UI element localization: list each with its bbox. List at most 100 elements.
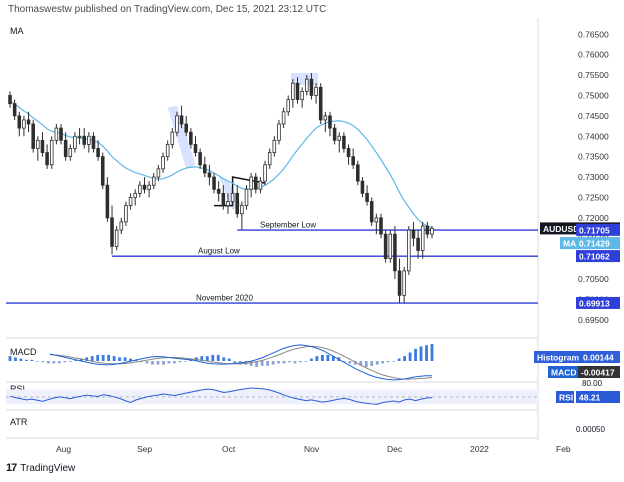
price-tick-label: 0.75000	[578, 90, 609, 100]
candle-body	[100, 156, 105, 186]
macd-line	[49, 344, 432, 381]
macd-histogram-bar	[222, 357, 226, 361]
rsi-label-tag: RSI	[559, 393, 573, 403]
candle-body	[351, 156, 355, 166]
main-pane-title: MA	[10, 26, 24, 36]
candle-body	[73, 135, 77, 149]
macd-histogram-bar	[260, 361, 264, 366]
macd-histogram-bar	[173, 361, 176, 364]
candle-body	[267, 152, 272, 166]
candle-body	[226, 201, 230, 206]
candle-body	[142, 184, 147, 190]
candle-body	[189, 131, 193, 145]
candle-body	[272, 139, 277, 153]
candle-body	[82, 135, 86, 145]
macd-histogram-bar	[397, 358, 401, 361]
ma-price-tag: 0.71429	[579, 239, 610, 249]
candle-body	[258, 180, 263, 190]
candle-body	[8, 95, 12, 105]
histogram-label-tag-bg	[534, 351, 580, 363]
atr-axis-tick: 0.00050	[576, 425, 605, 434]
symbol-tag-bg	[540, 222, 576, 235]
macd-histogram-bar	[277, 361, 280, 364]
candle-body	[151, 176, 156, 186]
candle-body	[161, 156, 165, 170]
macd-histogram-bar	[326, 354, 330, 361]
rsi-value-tag-bg	[576, 391, 620, 403]
candle-body	[22, 119, 26, 129]
level-label-1: August Low	[198, 247, 240, 256]
macd-histogram-bar	[315, 356, 319, 361]
time-axis-label: Oct	[222, 444, 236, 454]
macd-histogram-bar	[370, 361, 374, 366]
candle-body	[277, 123, 281, 141]
candle-body	[165, 144, 170, 158]
macd-histogram-bar	[178, 361, 182, 363]
macd-histogram-bar	[211, 354, 215, 361]
macd-histogram-bar	[430, 344, 434, 361]
candle-body	[87, 135, 91, 145]
candle-body	[420, 225, 425, 251]
macd-histogram-bar	[118, 357, 122, 361]
candle-body	[212, 176, 216, 190]
candle-body	[138, 184, 142, 194]
price-tick-label: 0.72500	[578, 192, 609, 202]
price-tick-label: 0.70500	[578, 274, 609, 284]
macd-histogram-bar	[364, 361, 368, 368]
macd-histogram-bar	[151, 361, 154, 365]
rsi-label-tag-bg	[556, 391, 574, 403]
macd-histogram-bar	[304, 361, 308, 362]
publish-header: Thomaswestw published on TradingView.com…	[8, 4, 327, 15]
candle-body	[133, 192, 137, 198]
time-axis-label: Feb	[556, 444, 571, 454]
time-axis-label: Aug	[56, 444, 71, 454]
macd-histogram-bar	[331, 356, 335, 361]
candle-body	[430, 228, 434, 235]
candle-body	[281, 111, 286, 125]
candle-body	[416, 237, 420, 251]
macd-histogram-bar	[68, 361, 72, 362]
price-tick-label: 0.76000	[578, 50, 609, 60]
macd-histogram-bar	[266, 361, 269, 366]
candle-body	[119, 221, 124, 231]
candle-body	[397, 270, 402, 296]
macd-pane-title: MACD	[10, 347, 37, 357]
macd-histogram-bar	[227, 358, 231, 361]
candle-body	[91, 135, 96, 149]
candle-body	[216, 188, 221, 194]
candle-body	[337, 135, 342, 141]
candle-body	[175, 115, 179, 133]
candle-body	[318, 86, 323, 121]
candle-body	[411, 229, 416, 239]
candle-body	[31, 123, 35, 149]
candle-body	[221, 192, 226, 206]
macd-histogram-bar	[293, 361, 297, 364]
candle-body	[332, 127, 337, 141]
candle-body	[54, 127, 59, 141]
macd-histogram-bar	[392, 361, 396, 362]
time-axis-label: Nov	[304, 444, 320, 454]
macd-histogram-bar	[342, 361, 346, 363]
candle-body	[383, 233, 388, 260]
macd-histogram-bar	[74, 359, 78, 361]
macd-histogram-bar	[299, 361, 302, 363]
macd-histogram-bar	[320, 354, 324, 361]
footer-brand[interactable]: 17 TradingView	[6, 462, 75, 474]
macd-histogram-bar	[200, 356, 204, 361]
macd-histogram-bar	[167, 361, 171, 364]
candle-body	[379, 217, 383, 235]
candle-body	[179, 115, 184, 125]
channel-highlight	[167, 105, 196, 169]
macd-histogram-bar	[19, 358, 23, 361]
ma-price-tag-bg	[576, 237, 620, 250]
candle-body	[365, 192, 369, 202]
macd-histogram-bar	[375, 361, 379, 365]
histogram-label-tag: Histogram	[537, 353, 579, 363]
candle-body	[360, 180, 365, 194]
price-tick-label: 0.73000	[578, 172, 609, 182]
time-axis-label: Dec	[387, 444, 403, 454]
macd-value-tag: -0.00417	[581, 368, 615, 378]
macd-histogram-bar	[36, 361, 39, 362]
candle-body	[12, 103, 17, 117]
